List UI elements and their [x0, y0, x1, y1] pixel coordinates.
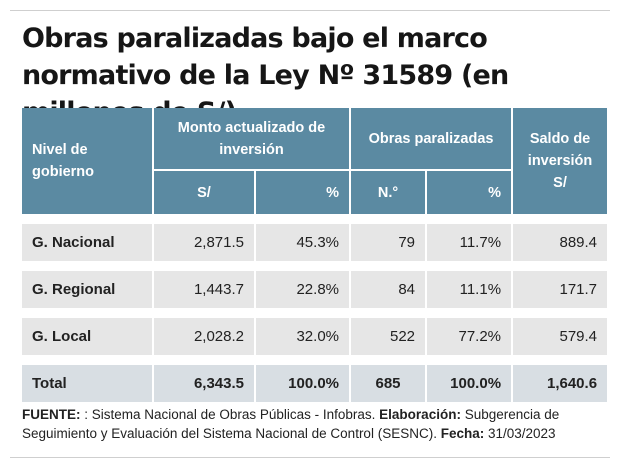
- row-obras-pct: 11.7%: [425, 224, 512, 261]
- row-saldo: 889.4: [511, 224, 608, 261]
- header-row-sub: S/ % N.° %: [22, 169, 607, 214]
- header-nivel: Nivel de gobierno: [22, 108, 152, 214]
- source-note: FUENTE: : Sistema Nacional de Obras Públ…: [22, 405, 607, 443]
- row-monto-pct: 32.0%: [254, 318, 350, 355]
- total-obras-pct: 100.0%: [425, 365, 512, 402]
- header-obras-num: N.°: [349, 169, 426, 214]
- fuente-label: FUENTE:: [22, 407, 81, 422]
- row-saldo: 171.7: [511, 271, 608, 308]
- table-row: G. Local 2,028.2 32.0% 522 77.2% 579.4: [22, 318, 608, 355]
- bottom-rule: [10, 457, 610, 458]
- row-nivel: G. Nacional: [22, 224, 152, 261]
- row-monto: 2,871.5: [152, 224, 254, 261]
- elaboracion-text: Subgerencia de Seguimiento y Evaluación …: [22, 407, 560, 441]
- table-row: G. Regional 1,443.7 22.8% 84 11.1% 171.7: [22, 271, 608, 308]
- header-monto-soles: S/: [152, 169, 254, 214]
- row-monto-pct: 45.3%: [254, 224, 350, 261]
- row-obras-pct: 11.1%: [425, 271, 512, 308]
- fecha-text: 31/03/2023: [488, 426, 556, 441]
- row-obras: 84: [349, 271, 426, 308]
- total-saldo: 1,640.6: [511, 365, 608, 402]
- table-row: G. Nacional 2,871.5 45.3% 79 11.7% 889.4: [22, 224, 608, 261]
- data-table: Nivel de gobierno Monto actualizado de i…: [22, 108, 608, 402]
- total-row: Total 6,343.5 100.0% 685 100.0% 1,640.6: [22, 365, 608, 402]
- total-nivel: Total: [22, 365, 152, 402]
- row-nivel: G. Regional: [22, 271, 152, 308]
- row-monto: 2,028.2: [152, 318, 254, 355]
- header-row-group: Nivel de gobierno Monto actualizado de i…: [22, 108, 608, 214]
- row-obras: 522: [349, 318, 426, 355]
- header-obras-pct: %: [425, 169, 512, 214]
- header-monto: Monto actualizado de inversión: [152, 108, 350, 169]
- header-obras: Obras paralizadas: [349, 108, 512, 169]
- total-obras: 685: [349, 365, 426, 402]
- header-monto-pct: %: [254, 169, 350, 214]
- row-nivel: G. Local: [22, 318, 152, 355]
- fuente-text: : Sistema Nacional de Obras Públicas - I…: [84, 407, 376, 422]
- elaboracion-label: Elaboración:: [379, 407, 461, 422]
- row-monto-pct: 22.8%: [254, 271, 350, 308]
- header-saldo: Saldo de inversión S/: [511, 108, 608, 214]
- row-monto: 1,443.7: [152, 271, 254, 308]
- total-monto: 6,343.5: [152, 365, 254, 402]
- fecha-label: Fecha:: [440, 426, 485, 441]
- row-obras-pct: 77.2%: [425, 318, 512, 355]
- top-rule: [10, 10, 610, 11]
- total-monto-pct: 100.0%: [254, 365, 350, 402]
- row-obras: 79: [349, 224, 426, 261]
- row-saldo: 579.4: [511, 318, 608, 355]
- page-title: Obras paralizadas bajo el marco normativ…: [22, 23, 509, 128]
